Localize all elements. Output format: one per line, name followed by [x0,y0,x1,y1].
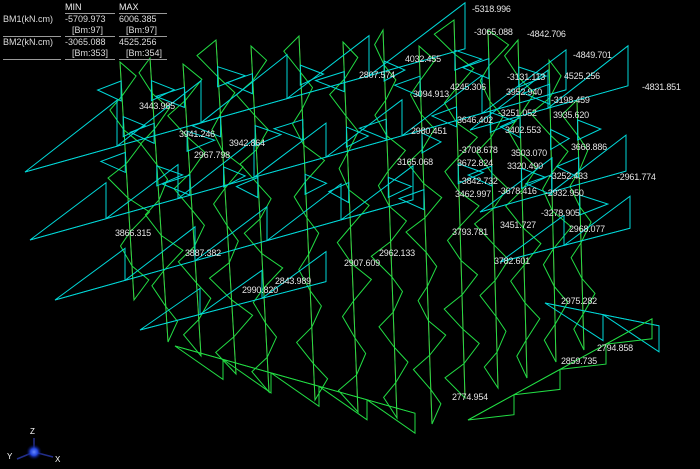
moment-label: 3782.601 [494,256,530,266]
legend-spacer [3,48,61,60]
moment-label: -3252.433 [549,171,588,181]
legend-row-bm1-max: 6006.385 [119,14,157,24]
legend-row-bm2-name: BM2(kN.cm) [3,37,53,47]
moment-label: 2962.133 [379,248,415,258]
moment-label: 2968.077 [569,224,605,234]
moment-label: 3462.997 [455,189,491,199]
moment-label: -4842.706 [527,29,566,39]
moment-label: 2843.989 [275,276,311,286]
moment-label: -2932.950 [545,188,584,198]
legend-spacer [3,25,61,37]
moment-label: 2975.282 [561,296,597,306]
legend-row-bm1-min: -5709.973 [65,14,106,24]
moment-label: 3320.490 [507,161,543,171]
moment-label: 3935.620 [553,110,589,120]
moment-label: -3708.678 [459,145,498,155]
moment-label: 3646.402 [457,115,493,125]
moment-label: -4849.701 [573,50,612,60]
moment-label: 2990.820 [242,285,278,295]
moment-label: 2967.798 [194,150,230,160]
axis-label-y: Y [7,452,13,461]
moment-label: -3678.416 [498,186,537,196]
legend-spacer [3,2,61,14]
moment-label: 3887.382 [185,248,221,258]
axis-label-z: Z [30,427,35,436]
legend-row-bm2-max-ref: [Bm:354] [119,48,167,60]
legend-row-bm1-name: BM1(kN.cm) [3,14,53,24]
legend-min-header: MIN [65,2,115,14]
moment-label: 3443.985 [139,101,175,111]
moment-label: 2859.735 [561,356,597,366]
moment-label: 2794.858 [597,343,633,353]
axis-label-x: X [55,455,61,464]
moment-label: -3278.905 [541,208,580,218]
moment-label: 4245.306 [450,82,486,92]
moment-label: 3941.246 [179,129,215,139]
moment-label: 3503.070 [511,148,547,158]
moment-label: 3451.727 [500,220,536,230]
moment-label: 3942.864 [229,138,265,148]
legend-row-bm1-min-ref: [Bm:97] [65,25,115,37]
moment-label: 3402.553 [505,125,541,135]
moment-label: -5318.996 [472,4,511,14]
legend-row-bm2-min-ref: [Bm:353] [65,48,115,60]
moment-label: 4032.455 [405,54,441,64]
results-legend: MIN MAX BM1(kN.cm) -5709.973 6006.385 [B… [3,2,167,60]
moment-label: 2807.574 [359,70,395,80]
moment-label: 3952.940 [506,87,542,97]
moment-label: 2774.954 [452,392,488,402]
moment-label: 3165.068 [397,157,433,167]
moment-label: 3672.824 [457,158,493,168]
moment-label: 3793.781 [452,227,488,237]
moment-label: -3842.732 [459,176,498,186]
legend-max-header: MAX [119,2,167,14]
moment-label: -3065.088 [474,27,513,37]
moment-label: 4525.256 [564,71,600,81]
moment-label: 3668.886 [571,142,607,152]
moment-label: -3131.113 [507,72,546,82]
moment-label: -4831.851 [642,82,681,92]
axis-triad: Z Y X [3,426,73,468]
moment-label: 2980.451 [411,126,447,136]
moment-label: -3198.459 [551,95,590,105]
legend-row-bm1-max-ref: [Bm:97] [119,25,167,37]
moment-label: -3251.052 [498,108,537,118]
legend-row-bm2-min: -3065.088 [65,37,106,47]
legend-row-bm2-max: 4525.256 [119,37,157,47]
moment-label: 2907.609 [344,258,380,268]
moment-label: 3094.913 [413,89,449,99]
origin-glow [26,444,42,460]
moment-label: -2961.774 [617,172,656,182]
moment-label: 3866.315 [115,228,151,238]
